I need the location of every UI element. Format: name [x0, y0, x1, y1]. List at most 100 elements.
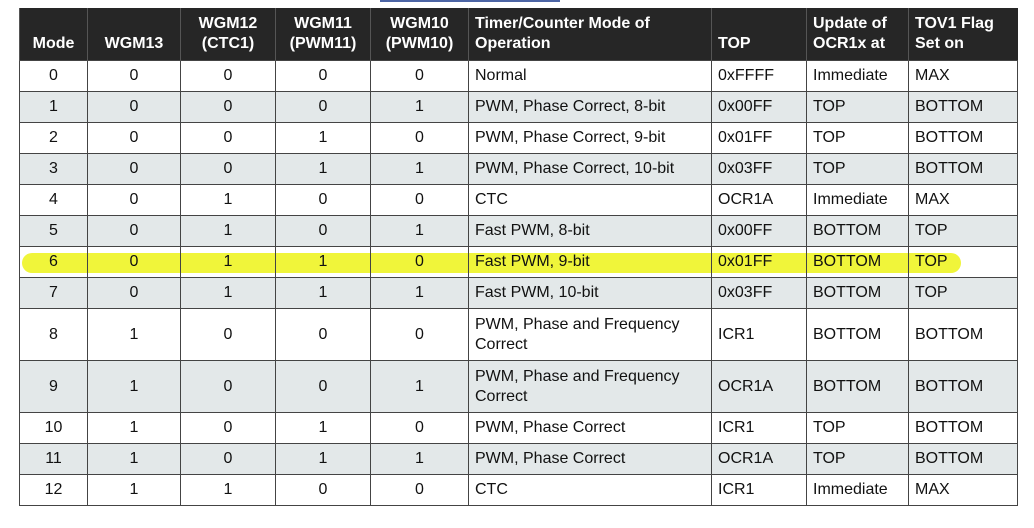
cell-mode: 8	[19, 308, 88, 361]
cell-ocr-update: TOP	[806, 91, 909, 123]
cell-wgm13: 0	[87, 122, 181, 154]
cell-mode: 7	[19, 277, 88, 309]
cell-ocr-update: BOTTOM	[806, 246, 909, 278]
cell-ocr-update: BOTTOM	[806, 215, 909, 247]
cell-operation: PWM, Phase Correct	[468, 443, 712, 475]
cell-tov1-flag: TOP	[908, 246, 1018, 278]
cell-ocr-update: BOTTOM	[806, 308, 909, 361]
cell-wgm11: 1	[275, 443, 371, 475]
cell-mode: 2	[19, 122, 88, 154]
table-row: 11 1 0 1 1 PWM, Phase Correct OCR1A TOP BOTTOM	[19, 443, 1018, 475]
header-ocr-update: Update of OCR1x at	[806, 8, 909, 61]
cell-top: 0x00FF	[711, 91, 807, 123]
cell-mode: 3	[19, 153, 88, 185]
header-wgm10: WGM10 (PWM10)	[370, 8, 469, 61]
cell-wgm13: 1	[87, 412, 181, 444]
table-row: 1 0 0 0 1 PWM, Phase Correct, 8-bit 0x00FF TOP B…	[19, 91, 1018, 123]
table-row: 4 0 1 0 0 CTC OCR1A Immediate MAX	[19, 184, 1018, 216]
header-row: Mode WGM13 WGM12 (CTC1) WGM11 (PWM11) WGM10 (PW…	[19, 8, 1018, 61]
cell-wgm13: 0	[87, 91, 181, 123]
cell-wgm13: 1	[87, 474, 181, 506]
cell-wgm13: 0	[87, 60, 181, 92]
cell-mode: 6	[19, 246, 88, 278]
cell-tov1-flag: BOTTOM	[908, 443, 1018, 475]
cell-wgm10: 0	[370, 60, 469, 92]
cell-wgm11: 0	[275, 184, 371, 216]
cell-mode: 1	[19, 91, 88, 123]
cell-top: OCR1A	[711, 360, 807, 413]
cell-wgm10: 0	[370, 474, 469, 506]
cell-wgm11: 1	[275, 277, 371, 309]
cell-tov1-flag: BOTTOM	[908, 360, 1018, 413]
cell-operation: PWM, Phase and Frequency Correct	[468, 360, 712, 413]
cell-operation: PWM, Phase and Frequency Correct	[468, 308, 712, 361]
cell-operation: Fast PWM, 9-bit	[468, 246, 712, 278]
cell-tov1-flag: MAX	[908, 474, 1018, 506]
cell-top: OCR1A	[711, 184, 807, 216]
cell-wgm11: 0	[275, 308, 371, 361]
cell-mode: 12	[19, 474, 88, 506]
cell-top: 0x01FF	[711, 122, 807, 154]
table-row: 7 0 1 1 1 Fast PWM, 10-bit 0x03FF BOTTOM TOP	[19, 277, 1018, 309]
cell-wgm10: 0	[370, 184, 469, 216]
cell-wgm11: 1	[275, 122, 371, 154]
cell-wgm11: 0	[275, 60, 371, 92]
cell-top: 0x03FF	[711, 277, 807, 309]
cell-wgm13: 0	[87, 215, 181, 247]
cell-top: ICR1	[711, 412, 807, 444]
cell-mode: 10	[19, 412, 88, 444]
cell-wgm10: 0	[370, 308, 469, 361]
table-row: 2 0 0 1 0 PWM, Phase Correct, 9-bit 0x01FF TOP B…	[19, 122, 1018, 154]
cell-ocr-update: Immediate	[806, 184, 909, 216]
cell-wgm11: 0	[275, 215, 371, 247]
cell-tov1-flag: BOTTOM	[908, 153, 1018, 185]
header-wgm12: WGM12 (CTC1)	[180, 8, 276, 61]
cell-operation: Fast PWM, 8-bit	[468, 215, 712, 247]
cell-ocr-update: TOP	[806, 412, 909, 444]
cell-wgm12: 1	[180, 215, 276, 247]
cell-wgm13: 0	[87, 184, 181, 216]
cell-top: 0x01FF	[711, 246, 807, 278]
cell-wgm10: 1	[370, 215, 469, 247]
cell-wgm10: 0	[370, 122, 469, 154]
cell-tov1-flag: MAX	[908, 60, 1018, 92]
cell-wgm12: 0	[180, 91, 276, 123]
cell-wgm13: 0	[87, 246, 181, 278]
cell-wgm12: 1	[180, 277, 276, 309]
cell-operation: CTC	[468, 184, 712, 216]
cell-mode: 0	[19, 60, 88, 92]
cell-ocr-update: Immediate	[806, 474, 909, 506]
header-top: TOP	[711, 8, 807, 61]
table-row: 0 0 0 0 0 Normal 0xFFFF Immediate MAX	[19, 60, 1018, 92]
cell-ocr-update: TOP	[806, 153, 909, 185]
cell-wgm13: 0	[87, 277, 181, 309]
cell-mode: 9	[19, 360, 88, 413]
cell-top: 0x00FF	[711, 215, 807, 247]
cell-wgm12: 0	[180, 153, 276, 185]
cell-wgm11: 0	[275, 91, 371, 123]
cell-operation: PWM, Phase Correct, 10-bit	[468, 153, 712, 185]
header-mode: Mode	[19, 8, 88, 61]
cell-wgm10: 1	[370, 443, 469, 475]
cell-wgm10: 0	[370, 246, 469, 278]
cell-operation: PWM, Phase Correct	[468, 412, 712, 444]
cell-wgm12: 0	[180, 60, 276, 92]
cell-wgm12: 0	[180, 308, 276, 361]
table-row: 5 0 1 0 1 Fast PWM, 8-bit 0x00FF BOTTOM TOP	[19, 215, 1018, 247]
waveform-generation-mode-table: Mode WGM13 WGM12 (CTC1) WGM11 (PWM11) WGM10 (PW…	[19, 8, 1018, 506]
cell-wgm12: 1	[180, 184, 276, 216]
cell-wgm11: 1	[275, 412, 371, 444]
cell-wgm10: 0	[370, 412, 469, 444]
header-tov1-flag: TOV1 Flag Set on	[908, 8, 1018, 61]
cell-operation: CTC	[468, 474, 712, 506]
cell-operation: PWM, Phase Correct, 8-bit	[468, 91, 712, 123]
cell-operation: Normal	[468, 60, 712, 92]
table-row: 8 1 0 0 0 PWM, Phase and Frequency Correct ICR1…	[19, 308, 1018, 361]
cell-operation: PWM, Phase Correct, 9-bit	[468, 122, 712, 154]
cell-wgm13: 1	[87, 308, 181, 361]
cell-top: ICR1	[711, 308, 807, 361]
cell-mode: 11	[19, 443, 88, 475]
table-row: 3 0 0 1 1 PWM, Phase Correct, 10-bit 0x03FF TOP…	[19, 153, 1018, 185]
header-wgm11: WGM11 (PWM11)	[275, 8, 371, 61]
header-wgm13: WGM13	[87, 8, 181, 61]
